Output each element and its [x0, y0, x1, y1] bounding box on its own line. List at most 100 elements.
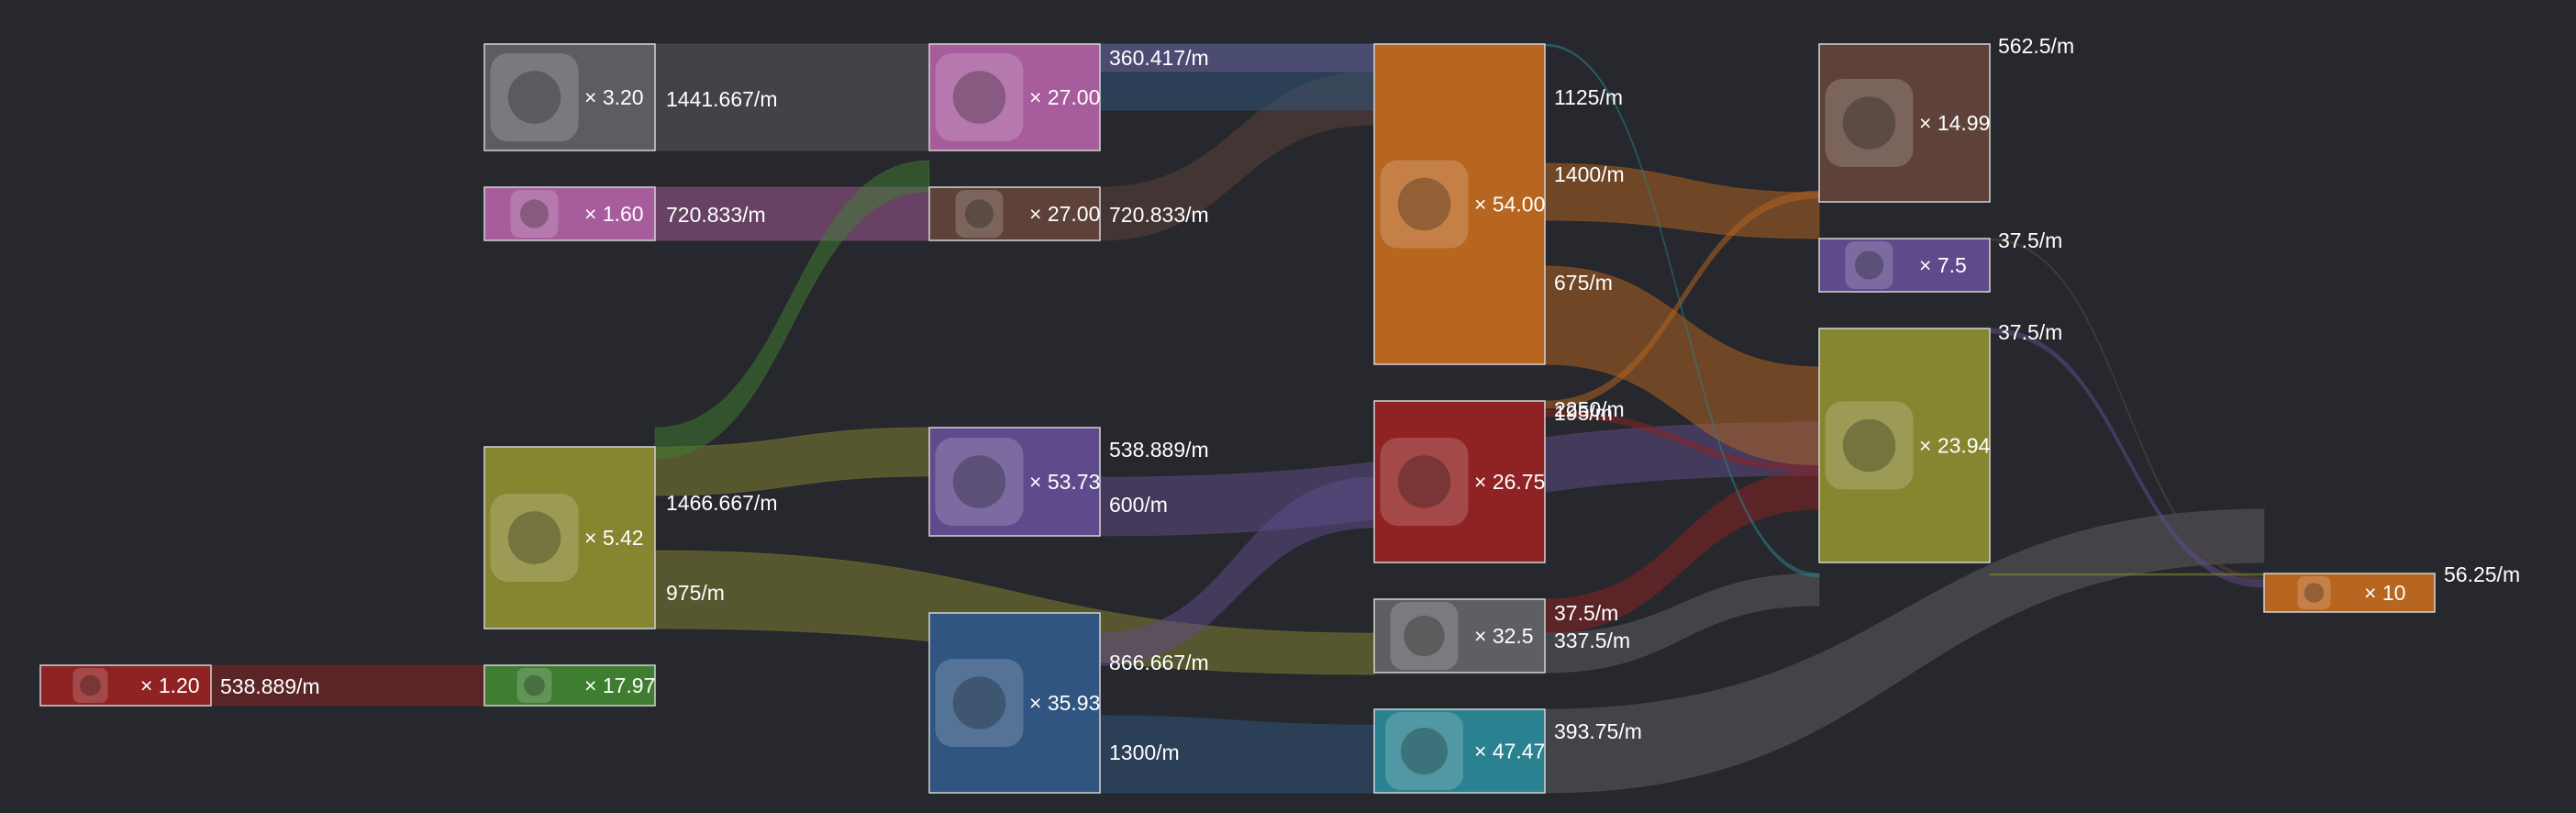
- node-wire-spool[interactable]: × 54.00: [1373, 43, 1546, 365]
- icon-backdrop: [510, 190, 559, 238]
- flow-link-plastic-sheets-to-computer: [1544, 508, 2265, 794]
- icon-glyph: [524, 674, 545, 696]
- flow-rate-label: 675/m: [1554, 271, 1613, 295]
- flow-rate-label: 360.417/m: [1109, 46, 1209, 70]
- icon-backdrop: [490, 53, 579, 141]
- icon-glyph: [1854, 251, 1884, 280]
- node-computer-case[interactable]: × 14.99: [1818, 43, 1991, 203]
- plastic-sheets-icon: [1390, 602, 1459, 670]
- node-copper-ingot[interactable]: × 27.00: [928, 186, 1101, 241]
- node-plastic-sheets[interactable]: × 32.5: [1373, 598, 1546, 674]
- icon-glyph: [507, 71, 561, 124]
- icon-glyph: [964, 199, 994, 228]
- node-computer[interactable]: × 10: [2263, 573, 2436, 613]
- flow-rate-label: 720.833/m: [666, 203, 766, 227]
- icon-glyph: [519, 199, 550, 228]
- flow-rate-label: 1300/m: [1109, 741, 1180, 764]
- flow-rate-label: 538.889/m: [1109, 438, 1209, 462]
- node-box: [1373, 598, 1546, 674]
- icon-backdrop: [1390, 602, 1459, 670]
- node-oil-barrel[interactable]: × 5.42: [483, 446, 656, 629]
- flow-rate-label: 2250/m: [1554, 397, 1625, 421]
- motor-icon: [1845, 241, 1893, 289]
- rubber-roll-icon: [935, 438, 1024, 526]
- flow-links: [210, 43, 2265, 794]
- node-multiplier: × 27.00: [1029, 202, 1100, 226]
- node-box: [1818, 238, 1991, 293]
- node-box: [1373, 400, 1546, 563]
- icon-glyph: [80, 674, 101, 696]
- flow-rate-label: 393.75/m: [1554, 719, 1642, 743]
- icon-backdrop: [935, 659, 1024, 747]
- node-multiplier: × 47.47: [1474, 740, 1545, 763]
- icon-glyph: [952, 71, 1006, 124]
- node-box: [2263, 573, 2436, 613]
- flow-link-cable-coil-to-mainboard: [1544, 43, 1820, 578]
- flow-rate-label: 337.5/m: [1554, 629, 1630, 652]
- icon-glyph: [952, 455, 1006, 508]
- node-multiplier: × 32.5: [1474, 624, 1534, 648]
- icon-backdrop: [1825, 401, 1914, 490]
- icon-glyph: [1401, 728, 1448, 774]
- mainboard-icon: [1825, 401, 1914, 490]
- stone-ore-icon: [510, 190, 559, 238]
- flow-link-mainboard-to-computer: [1989, 573, 2265, 576]
- icon-backdrop: [1385, 712, 1463, 790]
- node-stone-ore[interactable]: × 1.60: [483, 186, 656, 241]
- stone-rubble-icon: [490, 53, 579, 141]
- node-multiplier: × 23.94: [1919, 434, 1991, 458]
- circuit-board-icon: [1380, 438, 1469, 526]
- node-box: [928, 186, 1101, 241]
- flow-rate-label: 195/m: [1554, 401, 1613, 425]
- iron-plate-icon: [516, 668, 552, 703]
- node-multiplier: × 17.97: [584, 674, 655, 697]
- node-box: [928, 427, 1101, 537]
- node-multiplier: × 1.20: [140, 674, 200, 697]
- icon-backdrop: [935, 438, 1024, 526]
- copper-ingot-icon: [955, 190, 1004, 238]
- gold-ingot-icon: [935, 53, 1024, 141]
- node-box: [1373, 708, 1546, 794]
- wire-spool-icon: [1380, 160, 1469, 249]
- node-box: [1818, 43, 1991, 203]
- icon-backdrop: [1380, 438, 1469, 526]
- node-box: [39, 664, 212, 707]
- node-multiplier: × 10: [2364, 581, 2405, 605]
- computer-case-icon: [1825, 79, 1914, 167]
- node-rubber-rolls[interactable]: × 53.73: [928, 427, 1101, 537]
- flow-rate-label: 866.667/m: [1109, 651, 1209, 674]
- node-copper-spool[interactable]: × 35.93: [928, 612, 1101, 794]
- node-multiplier: × 7.5: [1919, 253, 1967, 277]
- icon-glyph: [1842, 96, 1896, 150]
- flow-rate-label: 37.5/m: [1554, 601, 1618, 625]
- node-box: [1818, 328, 1991, 563]
- flow-rate-label: 1125/m: [1554, 85, 1623, 109]
- node-circuit-board[interactable]: × 26.75: [1373, 400, 1546, 563]
- flow-rate-label: 1466.667/m: [666, 491, 777, 515]
- icon-backdrop: [516, 668, 552, 703]
- iron-ore-icon: [72, 668, 108, 703]
- node-multiplier: × 53.73: [1029, 470, 1100, 494]
- node-iron-plate[interactable]: × 17.97: [483, 664, 656, 707]
- icon-backdrop: [935, 53, 1024, 141]
- copper-wire-spool-icon: [935, 659, 1024, 747]
- flow-rate-label: 37.5/m: [1998, 228, 2062, 252]
- node-motor[interactable]: × 7.5: [1818, 238, 1991, 293]
- node-box: [483, 186, 656, 241]
- node-box: [1373, 43, 1546, 365]
- icon-backdrop: [1825, 79, 1914, 167]
- node-stone[interactable]: × 3.20: [483, 43, 656, 151]
- node-box: [928, 43, 1101, 151]
- node-box: [483, 446, 656, 629]
- node-mainboard[interactable]: × 23.94: [1818, 328, 1991, 563]
- icon-glyph: [952, 676, 1006, 729]
- node-multiplier: × 5.42: [584, 526, 644, 550]
- node-box: [483, 43, 656, 151]
- node-gold-ingot[interactable]: × 27.00: [928, 43, 1101, 151]
- flow-rate-label: 600/m: [1109, 493, 1168, 517]
- node-cable-coil[interactable]: × 47.47: [1373, 708, 1546, 794]
- node-iron-ore[interactable]: × 1.20: [39, 664, 212, 707]
- flow-labels: 1441.667/m 720.833/m 360.417/m 720.833/m 146…: [220, 34, 2520, 764]
- icon-backdrop: [72, 668, 108, 703]
